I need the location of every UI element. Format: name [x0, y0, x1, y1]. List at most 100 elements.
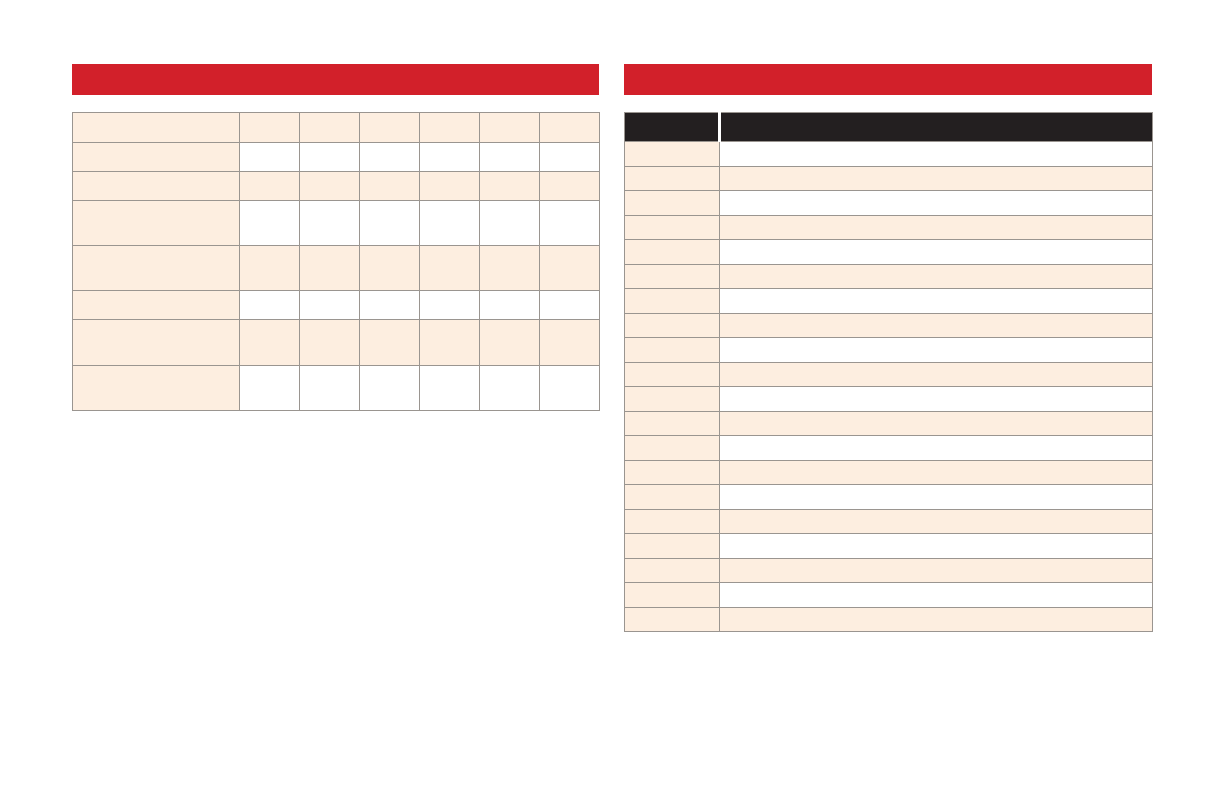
row-label-cell — [624, 190, 720, 216]
row-label-cell — [624, 386, 720, 412]
table-cell — [419, 142, 480, 172]
table-cell — [299, 365, 360, 411]
table-row — [72, 290, 600, 320]
row-label-cell — [624, 582, 720, 608]
row-label-cell — [624, 239, 720, 265]
row-label-cell — [624, 165, 720, 191]
table-cell — [539, 245, 600, 291]
row-label-cell — [72, 112, 240, 143]
row-label-cell — [624, 337, 720, 363]
table-cell — [299, 319, 360, 366]
table-cell — [479, 142, 540, 172]
table-row — [72, 171, 600, 201]
table-cell — [719, 312, 1153, 338]
table-row — [624, 190, 1153, 216]
table-cell — [479, 200, 540, 246]
table-row — [624, 557, 1153, 583]
table-cell — [419, 200, 480, 246]
table-cell — [719, 214, 1153, 240]
table-cell — [539, 142, 600, 172]
left-table — [72, 112, 600, 411]
table-cell — [539, 365, 600, 411]
row-label-cell — [72, 319, 240, 366]
table-row — [624, 361, 1153, 387]
row-label-cell — [624, 557, 720, 583]
table-row — [624, 141, 1153, 167]
table-cell — [539, 112, 600, 143]
table-cell — [539, 200, 600, 246]
table-cell — [239, 142, 300, 172]
table-cell — [719, 361, 1153, 387]
table-cell — [719, 435, 1153, 461]
table-cell — [419, 290, 480, 320]
table-cell — [359, 200, 420, 246]
table-row — [624, 582, 1153, 608]
table-cell — [719, 141, 1153, 167]
row-label-cell — [624, 312, 720, 338]
table-cell — [719, 508, 1153, 534]
row-label-cell — [624, 141, 720, 167]
row-label-cell — [72, 365, 240, 411]
row-label-cell — [624, 361, 720, 387]
table-row — [624, 288, 1153, 314]
table-cell — [239, 245, 300, 291]
table-row — [624, 459, 1153, 485]
row-label-cell — [72, 200, 240, 246]
table-cell — [719, 582, 1153, 608]
table-cell — [419, 365, 480, 411]
row-label-cell — [624, 435, 720, 461]
table-row — [72, 365, 600, 411]
table-cell — [239, 200, 300, 246]
row-label-cell — [72, 290, 240, 320]
row-label-cell — [624, 533, 720, 559]
table-cell — [299, 290, 360, 320]
table-cell — [299, 112, 360, 143]
table-cell — [359, 290, 420, 320]
table-cell — [419, 171, 480, 201]
table-cell — [719, 239, 1153, 265]
table-cell — [419, 112, 480, 143]
row-label-cell — [624, 459, 720, 485]
table-cell — [719, 533, 1153, 559]
table-row — [624, 606, 1153, 632]
table-cell — [299, 171, 360, 201]
table-row — [72, 319, 600, 366]
table-cell — [539, 171, 600, 201]
table-cell — [719, 459, 1153, 485]
table-cell — [239, 171, 300, 201]
table-cell — [479, 365, 540, 411]
table-cell — [359, 365, 420, 411]
table-cell — [299, 245, 360, 291]
table-cell — [299, 200, 360, 246]
row-label-cell — [624, 484, 720, 510]
table-cell — [719, 190, 1153, 216]
table-cell — [719, 484, 1153, 510]
table-cell — [719, 606, 1153, 632]
row-label-cell — [624, 214, 720, 240]
table-cell — [299, 142, 360, 172]
column-header — [719, 112, 1153, 142]
row-label-cell — [72, 142, 240, 172]
table-row — [624, 214, 1153, 240]
table-row — [624, 484, 1153, 510]
row-label-cell — [624, 263, 720, 289]
table-row — [72, 200, 600, 246]
table-row — [72, 142, 600, 172]
table-row — [624, 165, 1153, 191]
table-row — [624, 533, 1153, 559]
table-cell — [419, 319, 480, 366]
table-cell — [479, 112, 540, 143]
table-cell — [359, 112, 420, 143]
table-cell — [719, 337, 1153, 363]
right-section-header-bar — [624, 64, 1152, 95]
table-cell — [419, 245, 480, 291]
table-cell — [359, 245, 420, 291]
table-row — [72, 245, 600, 291]
column-header — [624, 112, 721, 142]
table-cell — [479, 245, 540, 291]
table-cell — [539, 319, 600, 366]
row-label-cell — [624, 508, 720, 534]
table-cell — [239, 319, 300, 366]
row-label-cell — [72, 245, 240, 291]
row-label-cell — [72, 171, 240, 201]
